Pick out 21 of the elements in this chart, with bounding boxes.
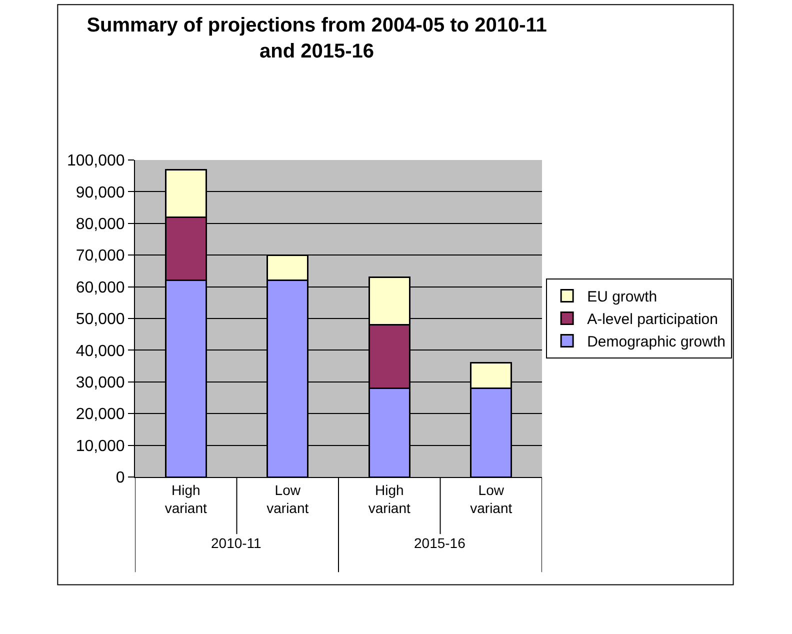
- x-tick-label: Low variant: [266, 482, 309, 516]
- y-tick-label: 100,000: [66, 152, 125, 170]
- y-tick-label: 90,000: [76, 184, 125, 202]
- x-tick-label: High variant: [368, 482, 410, 516]
- legend-label: A-level participation: [587, 311, 718, 328]
- x-tick-label: Low variant: [470, 482, 512, 516]
- y-tick-label: 30,000: [76, 374, 125, 392]
- y-tick-label: 80,000: [76, 216, 125, 233]
- y-tick-label: 10,000: [76, 438, 125, 455]
- legend-label: EU growth: [587, 288, 658, 306]
- y-tick-label: 70,000: [76, 248, 125, 265]
- y-tick-label: 20,000: [76, 406, 125, 424]
- x-tick-label: High variant: [164, 482, 207, 516]
- chart-title: Summary of projections from 2004-05 to 2010-11 and 2015-16: [86, 14, 547, 63]
- legend-label: Demographic growth: [587, 334, 726, 351]
- text: 2010-11: [211, 535, 262, 551]
- y-tick-label: 0: [116, 470, 125, 487]
- y-tick-label: 60,000: [76, 279, 125, 296]
- text: 2015-16: [414, 535, 466, 551]
- y-tick-label: 50,000: [76, 311, 125, 328]
- y-tick-label: 40,000: [76, 342, 125, 360]
